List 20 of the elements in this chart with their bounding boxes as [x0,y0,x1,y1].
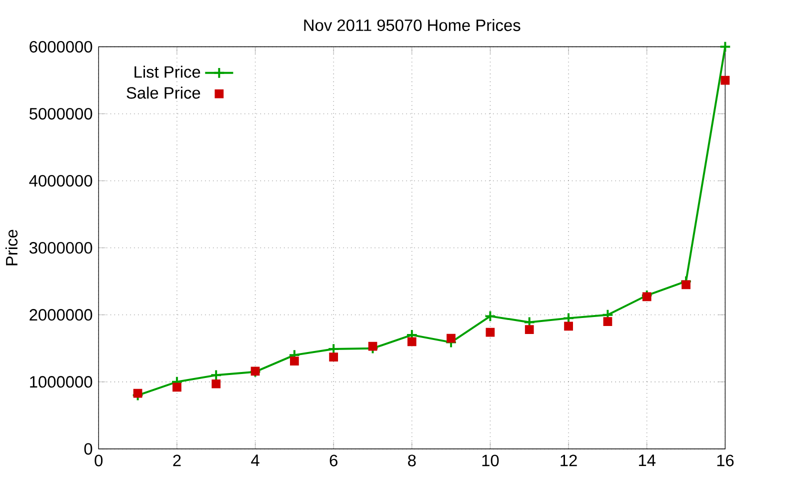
x-tick-label: 0 [94,454,103,466]
x-tick-label: 12 [560,454,577,466]
y-tick-label: 6000000 [30,40,92,53]
y-tick-label: 5000000 [30,108,92,120]
x-tick-label: 6 [330,454,338,466]
y-tick-label: 1000000 [30,376,92,388]
y-tick-label: 2000000 [30,309,92,321]
y-tick-label: 3000000 [29,242,92,254]
legend-label: Sale Price [126,86,200,99]
x-tick-label: 4 [251,454,260,466]
y-tick-label: 4000000 [29,175,92,187]
y-tick-label: 0 [84,443,92,455]
x-tick-label: 10 [482,454,499,466]
x-tick-label: 16 [717,454,734,466]
legend-label: List Price [134,66,200,78]
x-tick-label: 8 [408,454,416,466]
y-axis-title: Price [5,230,18,266]
chart-title: Nov 2011 95070 Home Prices [304,19,520,32]
x-tick-label: 14 [638,454,656,466]
x-tick-label: 2 [173,454,181,466]
